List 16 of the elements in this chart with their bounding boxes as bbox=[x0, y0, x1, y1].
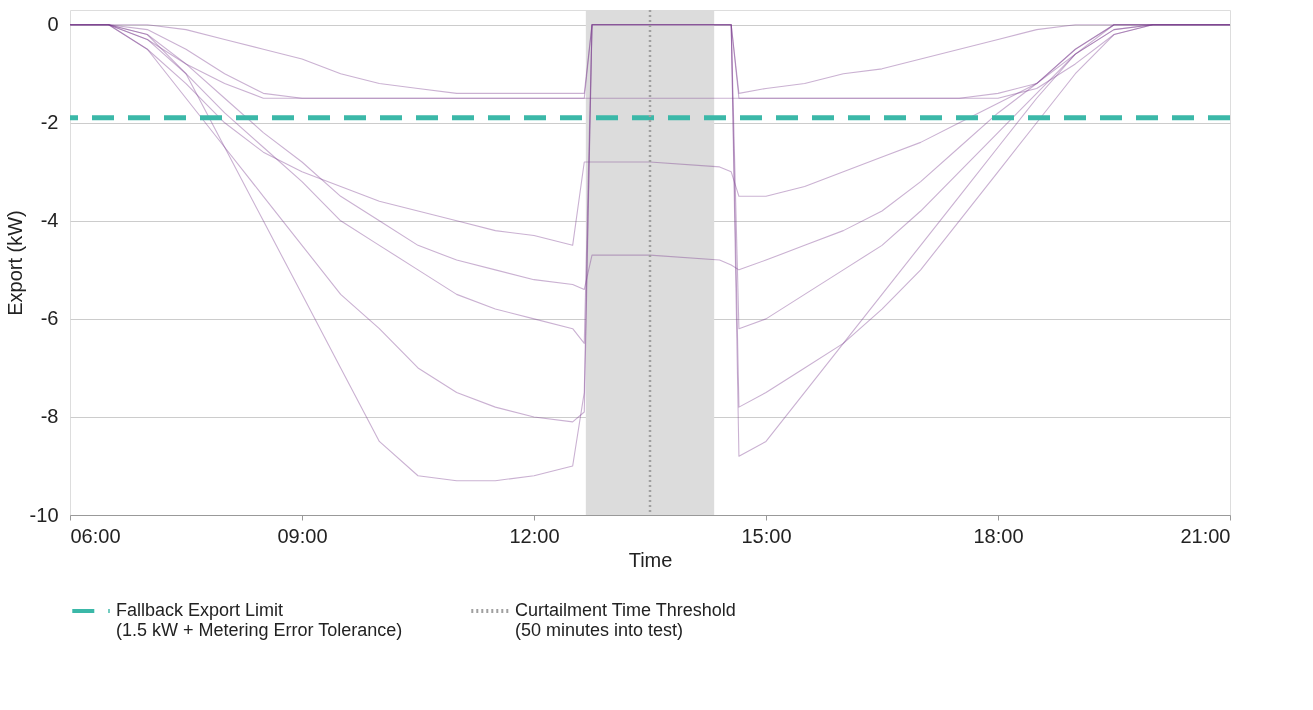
y-tick-label: -8 bbox=[40, 405, 59, 428]
x-tick-label: 12:00 bbox=[509, 524, 560, 547]
x-tick-label: 21:00 bbox=[1180, 524, 1231, 547]
y-axis-title: Export (kW) bbox=[3, 210, 26, 316]
x-tick-label: 09:00 bbox=[277, 524, 328, 547]
x-tick-label: 15:00 bbox=[741, 524, 792, 547]
y-tick-label: -10 bbox=[29, 503, 59, 526]
y-tick-label: 0 bbox=[47, 13, 59, 36]
x-tick-label: 06:00 bbox=[70, 524, 121, 547]
y-tick-label: -4 bbox=[40, 209, 59, 232]
y-tick-label: -2 bbox=[40, 111, 59, 134]
legend-label: Curtailment Time Threshold (50 minutes into test) bbox=[515, 600, 736, 640]
x-tick-label: 18:00 bbox=[973, 524, 1024, 547]
x-axis-title: Time bbox=[628, 548, 673, 571]
y-tick-label: -6 bbox=[40, 307, 59, 330]
legend-label: Fallback Export Limit (1.5 kW + Metering Error Tolerance) bbox=[116, 600, 403, 640]
